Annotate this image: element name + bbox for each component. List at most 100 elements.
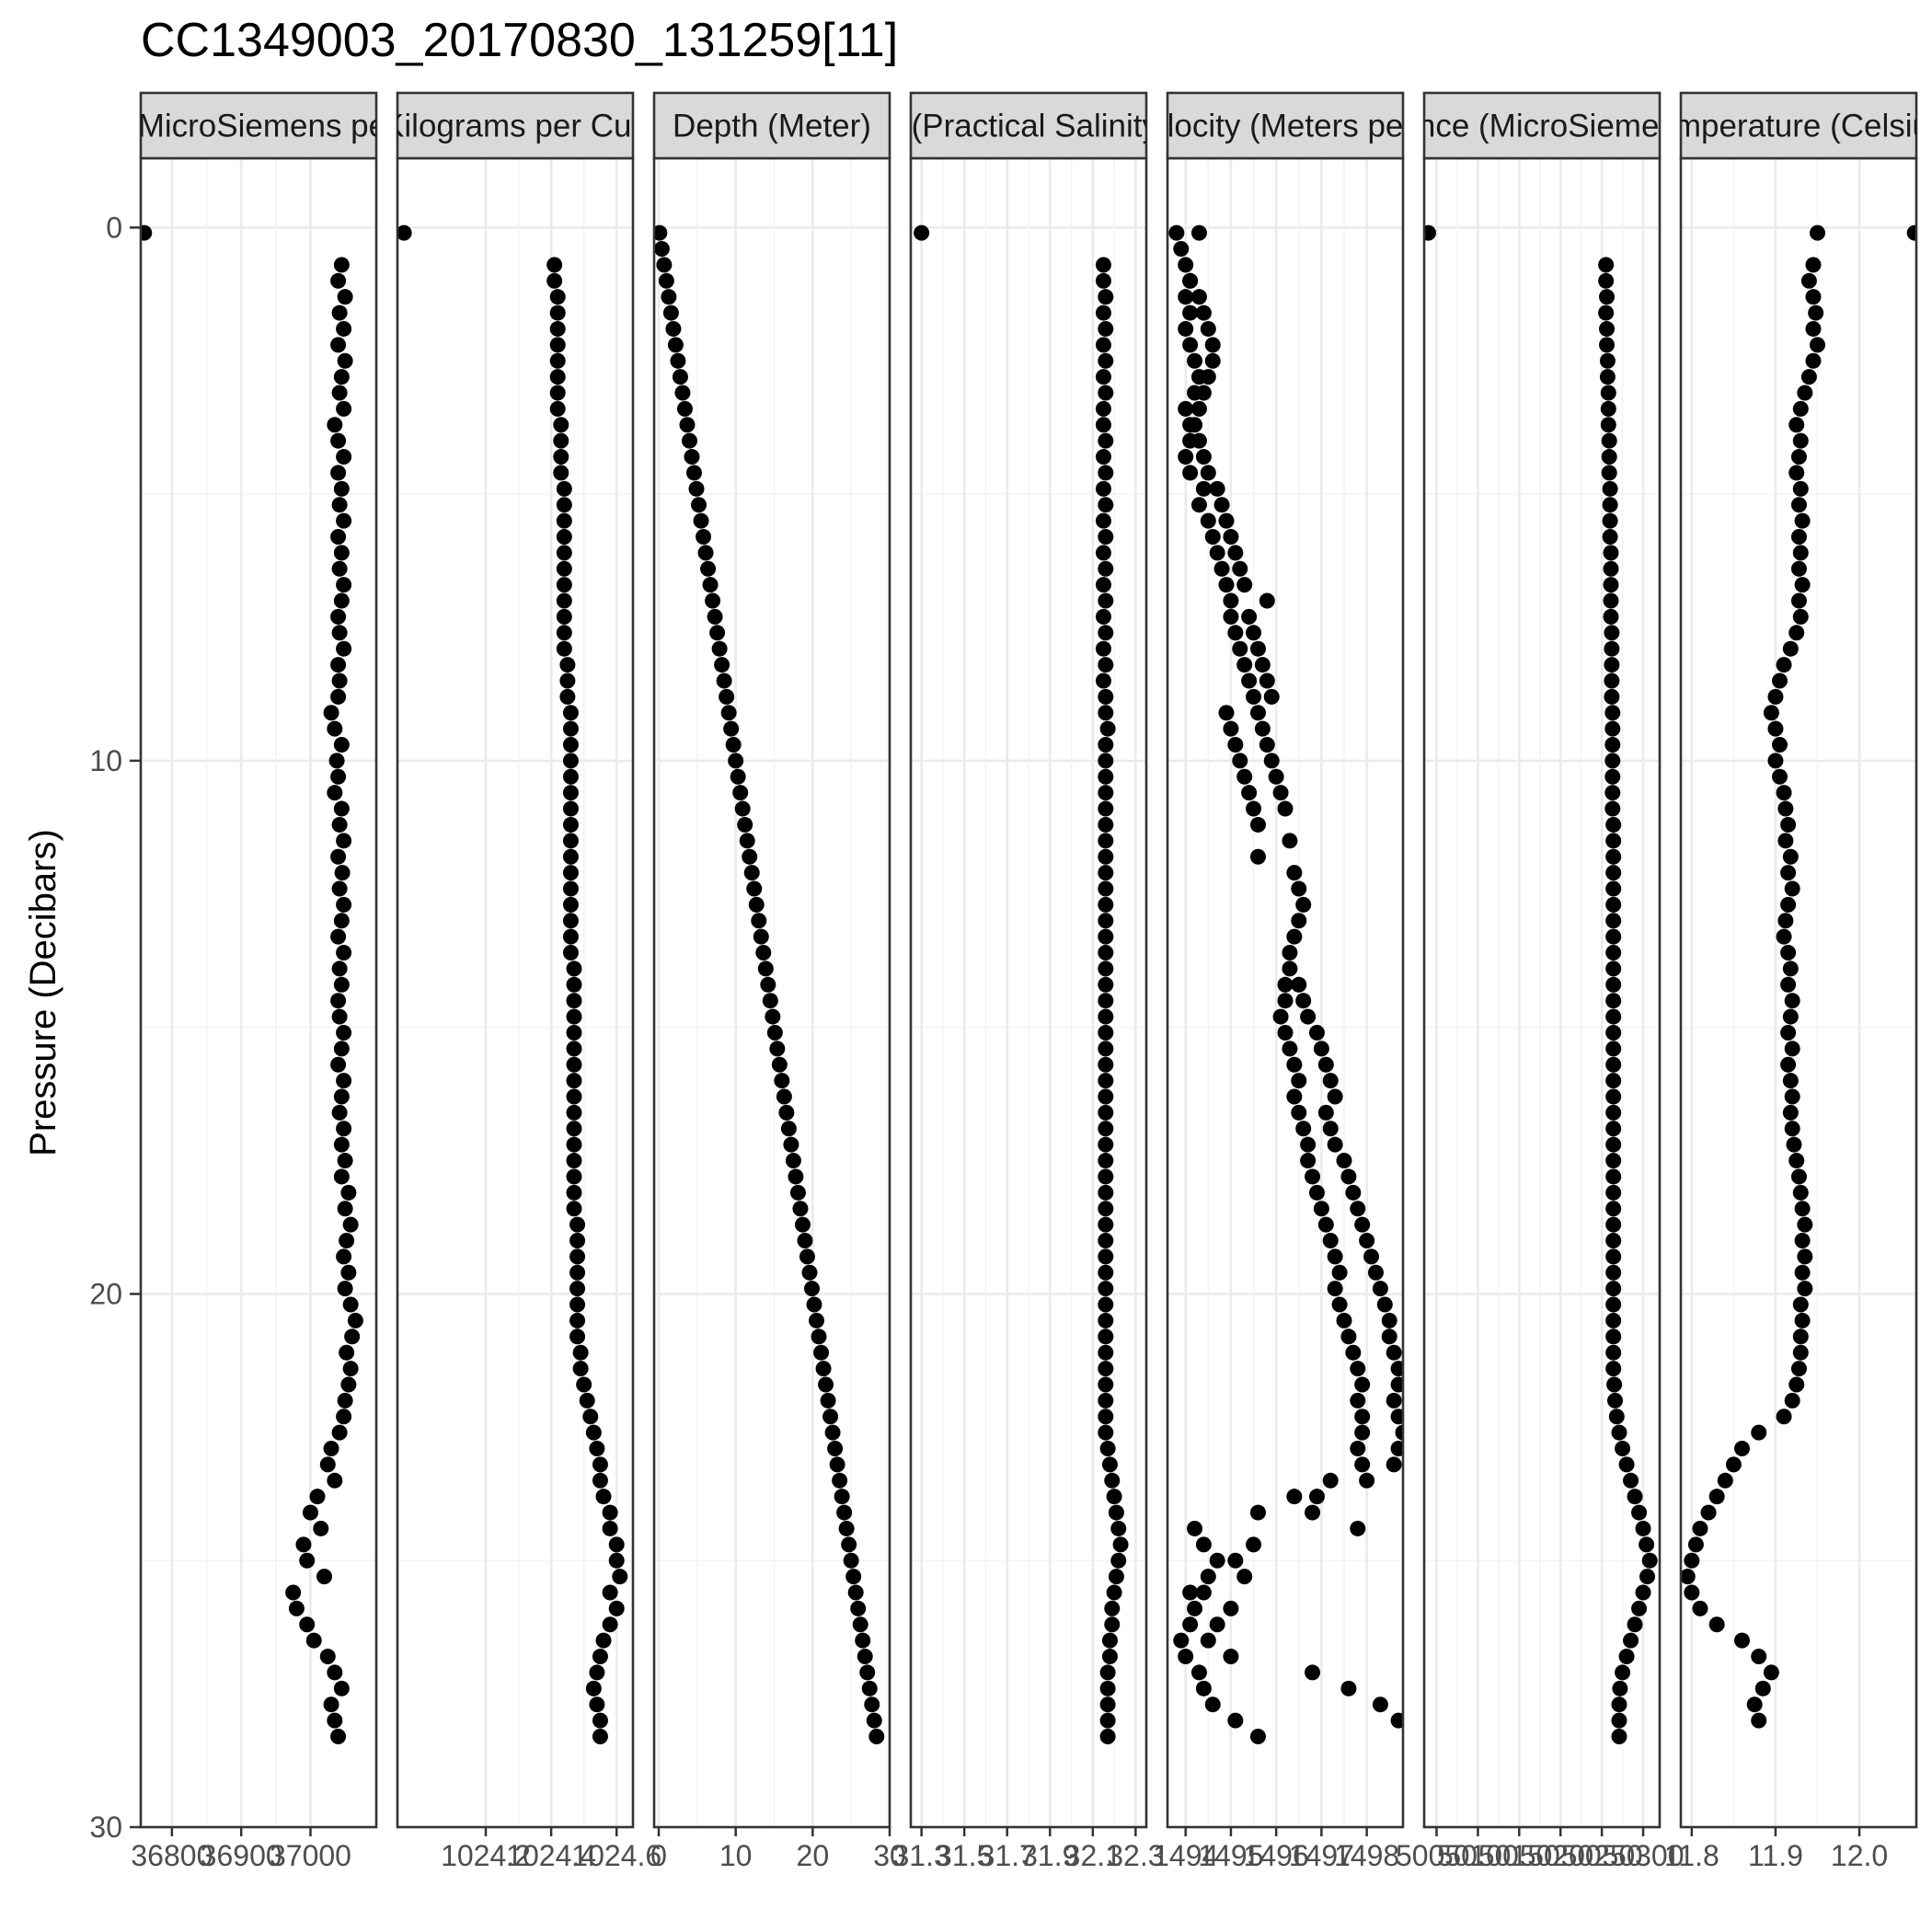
- data-point: [1805, 257, 1822, 273]
- facet-strip: [909, 91, 1148, 160]
- data-point: [330, 272, 347, 289]
- data-point: [1098, 928, 1114, 945]
- data-point: [783, 1136, 799, 1153]
- data-point: [556, 560, 572, 577]
- data-point: [1340, 1168, 1357, 1185]
- data-point: [719, 688, 735, 705]
- data-point: [1098, 1344, 1114, 1361]
- data-point: [559, 688, 576, 705]
- data-point: [1605, 1041, 1622, 1057]
- data-point: [330, 848, 347, 865]
- data-point: [340, 1376, 357, 1393]
- data-point: [1098, 592, 1114, 609]
- data-point: [566, 960, 582, 977]
- data-point: [1095, 673, 1111, 689]
- data-point: [1734, 1441, 1751, 1457]
- facet-panel: Conductivity (MicroSiemens per Centimete…: [131, 91, 378, 1872]
- x-tick-label: 11.8: [1664, 1839, 1719, 1872]
- data-point: [1788, 625, 1805, 641]
- data-point: [1095, 449, 1111, 466]
- data-point: [1790, 1361, 1807, 1377]
- data-point: [1635, 1584, 1651, 1601]
- data-point: [1604, 720, 1621, 737]
- data-point: [780, 1121, 797, 1137]
- data-point: [1200, 1569, 1216, 1585]
- data-point: [331, 1104, 348, 1121]
- data-point: [1390, 1376, 1403, 1393]
- data-point: [1195, 449, 1212, 466]
- data-point: [1101, 1649, 1118, 1665]
- data-point: [336, 449, 352, 466]
- data-point: [1604, 673, 1620, 689]
- data-point: [1098, 1056, 1114, 1073]
- data-point: [1098, 1104, 1114, 1121]
- data-point: [1282, 960, 1298, 977]
- data-point: [1611, 1728, 1627, 1744]
- data-point: [556, 497, 572, 513]
- data-point: [592, 1456, 608, 1473]
- data-point: [789, 1184, 806, 1201]
- data-point: [569, 1216, 586, 1233]
- data-point: [323, 1441, 339, 1457]
- data-point: [1754, 1680, 1771, 1696]
- data-point: [1098, 1409, 1114, 1425]
- data-point: [556, 640, 572, 657]
- data-point: [1268, 768, 1284, 785]
- data-point: [1605, 880, 1622, 897]
- data-point: [1776, 785, 1792, 801]
- data-point: [762, 993, 778, 1009]
- data-point: [1209, 480, 1225, 497]
- data-point: [820, 1392, 836, 1409]
- data-point: [785, 1153, 801, 1169]
- data-point: [585, 1680, 602, 1696]
- data-point: [1098, 753, 1114, 769]
- data-point: [1605, 1296, 1622, 1313]
- x-tick-label: 1024.4: [506, 1839, 596, 1872]
- data-point: [333, 976, 350, 993]
- data-point: [562, 785, 579, 801]
- data-point: [566, 1153, 582, 1169]
- data-point: [1308, 1489, 1325, 1505]
- facet-strip: [652, 91, 891, 160]
- data-point: [1598, 272, 1615, 289]
- data-point: [1605, 816, 1622, 833]
- data-point: [1805, 289, 1822, 305]
- data-point: [1805, 320, 1822, 337]
- data-point: [1605, 833, 1622, 849]
- data-point: [336, 945, 352, 961]
- data-point: [1213, 560, 1230, 577]
- data-point: [323, 705, 339, 721]
- data-point: [1734, 1632, 1751, 1649]
- data-point: [1618, 1456, 1635, 1473]
- data-point: [748, 896, 765, 913]
- data-point: [569, 1264, 586, 1281]
- data-point: [1099, 1728, 1116, 1744]
- data-point: [608, 1536, 625, 1553]
- data-point: [1776, 1409, 1792, 1425]
- data-point: [1797, 385, 1813, 401]
- data-point: [1259, 737, 1275, 753]
- data-point: [1359, 1472, 1375, 1489]
- data-point: [1794, 1264, 1811, 1281]
- data-point: [1776, 657, 1792, 673]
- data-point: [1098, 560, 1114, 577]
- data-point: [1708, 1616, 1725, 1633]
- data-point: [1800, 272, 1817, 289]
- x-tick-label: 31.5: [936, 1839, 993, 1872]
- data-point: [1350, 1441, 1366, 1457]
- data-point: [1200, 465, 1216, 481]
- data-point: [1794, 1232, 1811, 1248]
- data-point: [336, 512, 352, 529]
- x-tick-label: 1498: [1334, 1839, 1399, 1872]
- x-tick-label: 1495: [1198, 1839, 1263, 1872]
- data-point: [331, 880, 348, 897]
- data-point: [1259, 673, 1275, 689]
- data-point: [1182, 417, 1199, 433]
- x-tick-label: 1024.6: [571, 1839, 661, 1872]
- data-point: [1209, 1552, 1225, 1569]
- data-point: [1098, 1088, 1114, 1105]
- data-point: [333, 257, 350, 273]
- data-point: [1794, 512, 1811, 529]
- data-point: [1098, 800, 1114, 817]
- data-point: [1763, 1664, 1779, 1681]
